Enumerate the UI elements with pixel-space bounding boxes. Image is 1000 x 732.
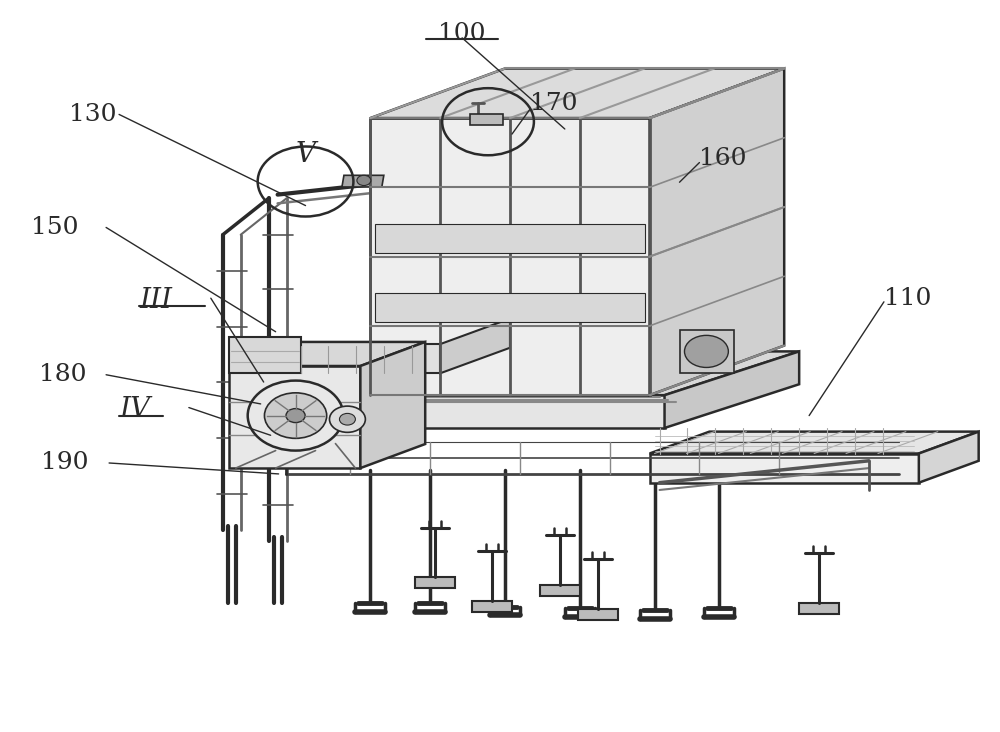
Circle shape	[357, 175, 371, 185]
Polygon shape	[470, 114, 503, 125]
Polygon shape	[360, 342, 425, 468]
Text: 160: 160	[699, 146, 747, 170]
Text: 110: 110	[884, 287, 931, 310]
Polygon shape	[296, 344, 440, 373]
Polygon shape	[665, 351, 799, 428]
Polygon shape	[650, 454, 919, 482]
Polygon shape	[375, 293, 645, 322]
Text: 100: 100	[438, 22, 486, 45]
Polygon shape	[578, 609, 618, 620]
Polygon shape	[919, 432, 979, 482]
Text: 150: 150	[31, 216, 79, 239]
Polygon shape	[229, 337, 301, 373]
Polygon shape	[540, 585, 580, 596]
Polygon shape	[342, 175, 384, 187]
Polygon shape	[229, 342, 425, 366]
Polygon shape	[415, 578, 455, 589]
Polygon shape	[229, 366, 360, 468]
Circle shape	[684, 335, 728, 367]
Polygon shape	[375, 224, 645, 253]
Text: 170: 170	[530, 92, 577, 115]
Text: 190: 190	[41, 452, 89, 474]
Circle shape	[248, 381, 343, 451]
Text: 180: 180	[39, 363, 87, 386]
Polygon shape	[650, 432, 979, 454]
Circle shape	[329, 406, 365, 433]
Text: IV: IV	[119, 396, 150, 423]
Polygon shape	[440, 318, 510, 373]
Polygon shape	[799, 603, 839, 614]
Polygon shape	[370, 118, 650, 395]
Circle shape	[264, 393, 327, 438]
Circle shape	[339, 414, 355, 425]
Polygon shape	[370, 69, 784, 118]
Polygon shape	[296, 395, 665, 428]
Polygon shape	[472, 601, 512, 612]
Polygon shape	[296, 351, 799, 395]
Circle shape	[286, 408, 305, 422]
Polygon shape	[680, 329, 734, 373]
Polygon shape	[650, 69, 784, 395]
Text: V: V	[296, 141, 316, 168]
Text: 130: 130	[69, 103, 117, 126]
Text: III: III	[139, 287, 172, 314]
